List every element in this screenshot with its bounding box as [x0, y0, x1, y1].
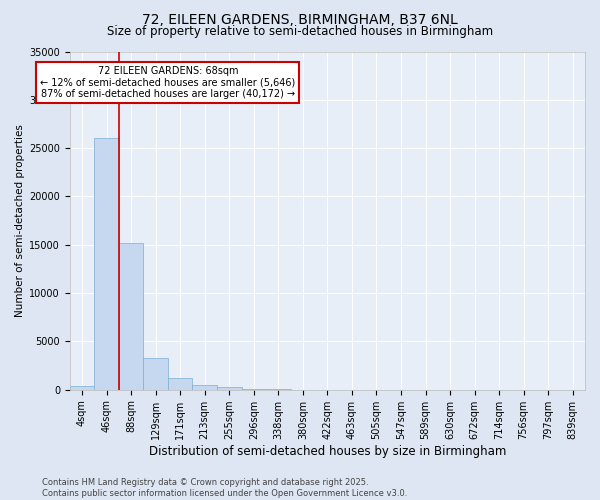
Bar	[143, 358, 168, 390]
Text: Size of property relative to semi-detached houses in Birmingham: Size of property relative to semi-detach…	[107, 25, 493, 38]
Text: 72, EILEEN GARDENS, BIRMINGHAM, B37 6NL: 72, EILEEN GARDENS, BIRMINGHAM, B37 6NL	[142, 12, 458, 26]
Text: Contains HM Land Registry data © Crown copyright and database right 2025.
Contai: Contains HM Land Registry data © Crown c…	[42, 478, 407, 498]
Bar	[70, 386, 94, 390]
Bar	[242, 389, 266, 390]
Bar	[94, 138, 119, 390]
Text: 72 EILEEN GARDENS: 68sqm
← 12% of semi-detached houses are smaller (5,646)
87% o: 72 EILEEN GARDENS: 68sqm ← 12% of semi-d…	[40, 66, 296, 99]
Bar	[193, 385, 217, 390]
Y-axis label: Number of semi-detached properties: Number of semi-detached properties	[15, 124, 25, 317]
X-axis label: Distribution of semi-detached houses by size in Birmingham: Distribution of semi-detached houses by …	[149, 444, 506, 458]
Bar	[119, 243, 143, 390]
Bar	[168, 378, 193, 390]
Bar	[217, 388, 242, 390]
